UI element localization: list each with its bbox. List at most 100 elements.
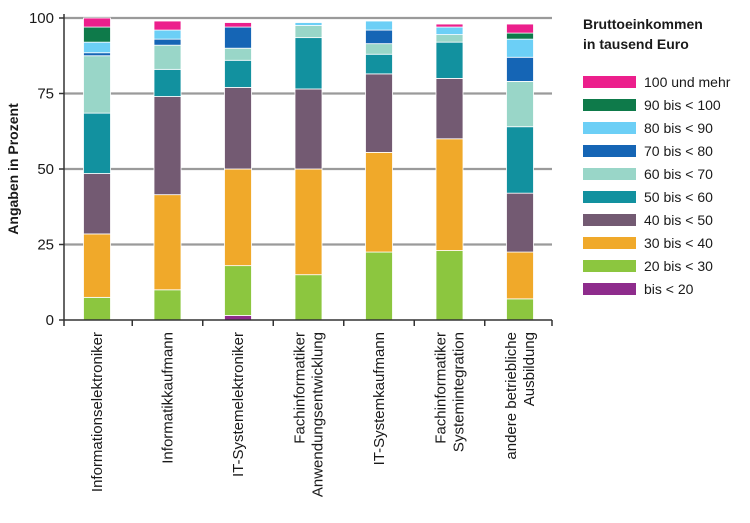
x-tick-label-line: IT-Systemelektroniker <box>230 332 247 477</box>
x-tick-label: IT-Systemkaufmann <box>371 332 388 465</box>
bar-segment <box>153 194 182 291</box>
bar-segment <box>224 47 252 61</box>
legend-item: 90 bis < 100 <box>583 93 748 116</box>
bar-segment <box>365 151 393 253</box>
bar-segment <box>506 126 534 194</box>
bar-segment <box>365 43 393 55</box>
x-tick-labels: Informationselektroniker Informatikkaufma… <box>89 332 538 497</box>
legend-item: 60 bis < 70 <box>583 162 748 185</box>
legend-items: 100 und mehr 90 bis < 100 80 bis < 90 70 bi… <box>583 70 748 300</box>
x-tick-label: IT-Systemelektroniker <box>230 332 247 477</box>
y-tick-label: 50 <box>37 161 54 178</box>
bar-segment <box>435 250 464 321</box>
bar-segment <box>435 78 464 140</box>
bar-segment <box>153 96 182 196</box>
x-tick-label: Informatikkaufmann <box>160 332 177 464</box>
bar-segment <box>83 173 111 235</box>
legend-swatch <box>583 282 636 295</box>
bar-segment <box>294 88 323 170</box>
bar-segment <box>294 274 323 321</box>
legend-label: 20 bis < 30 <box>644 257 713 274</box>
bar-segment <box>435 41 464 79</box>
legend-label: 80 bis < 90 <box>644 119 713 136</box>
legend-swatch <box>583 75 636 88</box>
bar-segment <box>224 22 252 28</box>
bar-segment <box>365 20 393 31</box>
x-tick-label-line: Fachinformatiker <box>292 332 309 444</box>
legend-swatch <box>583 259 636 272</box>
bar-segment <box>83 26 111 43</box>
legend-label: bis < 20 <box>644 280 694 297</box>
bar-segment <box>506 81 534 128</box>
bar-segment <box>435 23 464 28</box>
bar-segment <box>83 52 111 57</box>
legend-swatch <box>583 121 636 134</box>
bar-segment <box>224 87 252 170</box>
legend-title-line: in tausend Euro <box>583 36 689 52</box>
legend-label: 100 und mehr <box>644 73 731 90</box>
bar-segment <box>506 38 534 58</box>
bar-segment <box>153 38 182 46</box>
bar-segment <box>294 22 323 26</box>
y-tick-label: 100 <box>29 10 54 27</box>
legend-swatch <box>583 213 636 226</box>
x-tick-label: andere betriebliche Ausbildung <box>503 332 538 460</box>
x-tick-label-line: Ausbildung <box>521 332 538 406</box>
legend-swatch <box>583 167 636 180</box>
legend-label: 30 bis < 40 <box>644 234 713 251</box>
bar-segment <box>153 44 182 70</box>
bar-segment <box>435 138 464 251</box>
legend-label: 50 bis < 60 <box>644 188 713 205</box>
bar-segment <box>365 53 393 75</box>
bar-segment <box>83 112 111 174</box>
y-tick-label: 75 <box>37 86 54 103</box>
legend-label: 90 bis < 100 <box>644 96 721 113</box>
bar-segment <box>224 265 252 316</box>
bar-segment <box>365 29 393 45</box>
bar-segment <box>224 59 252 88</box>
bar-segment <box>224 26 252 49</box>
bar-segment <box>506 23 534 34</box>
bar-segment <box>435 34 464 43</box>
bar-segment <box>506 192 534 253</box>
legend: Bruttoeinkommen in tausend Euro 100 und … <box>583 14 748 300</box>
bar-segment <box>153 68 182 97</box>
x-tick-label: Informationselektroniker <box>89 332 106 492</box>
bar-segment <box>294 37 323 90</box>
x-tick-label-line: Anwendungsentwicklung <box>310 332 327 497</box>
legend-swatch <box>583 98 636 111</box>
bar-segment <box>506 56 534 82</box>
x-tick-label-line: Fachinformatiker <box>433 332 450 444</box>
y-tick-labels: 0 25 50 75 100 <box>29 10 54 329</box>
legend-label: 40 bis < 50 <box>644 211 713 228</box>
legend-swatch <box>583 190 636 203</box>
x-tick-label: Fachinformatiker Anwendungsentwicklung <box>292 332 327 497</box>
bar-segment <box>365 73 393 153</box>
y-tick-label: 25 <box>37 237 54 254</box>
legend-item: 50 bis < 60 <box>583 185 748 208</box>
bar-segment <box>153 20 182 31</box>
bar-segment <box>506 32 534 40</box>
x-tick-label-line: Systemintegration <box>451 332 468 452</box>
legend-label: 70 bis < 80 <box>644 142 713 159</box>
x-tick-label-line: IT-Systemkaufmann <box>371 332 388 465</box>
legend-item: 100 und mehr <box>583 70 748 93</box>
legend-item: 70 bis < 80 <box>583 139 748 162</box>
legend-item: 30 bis < 40 <box>583 231 748 254</box>
bar-segment <box>435 26 464 36</box>
legend-item: 20 bis < 30 <box>583 254 748 277</box>
legend-swatch <box>583 144 636 157</box>
bar-segment <box>294 25 323 39</box>
bars <box>83 17 534 321</box>
legend-item: 80 bis < 90 <box>583 116 748 139</box>
bar-segment <box>153 29 182 40</box>
bar-segment <box>83 55 111 114</box>
legend-title-line: Bruttoeinkommen <box>583 16 703 32</box>
x-tick-label-line: Informatikkaufmann <box>160 332 177 464</box>
bar-segment <box>83 17 111 28</box>
legend-item: 40 bis < 50 <box>583 208 748 231</box>
x-tick-label: Fachinformatiker Systemintegration <box>433 332 468 452</box>
bar-segment <box>224 168 252 267</box>
y-tick-label: 0 <box>46 312 54 329</box>
